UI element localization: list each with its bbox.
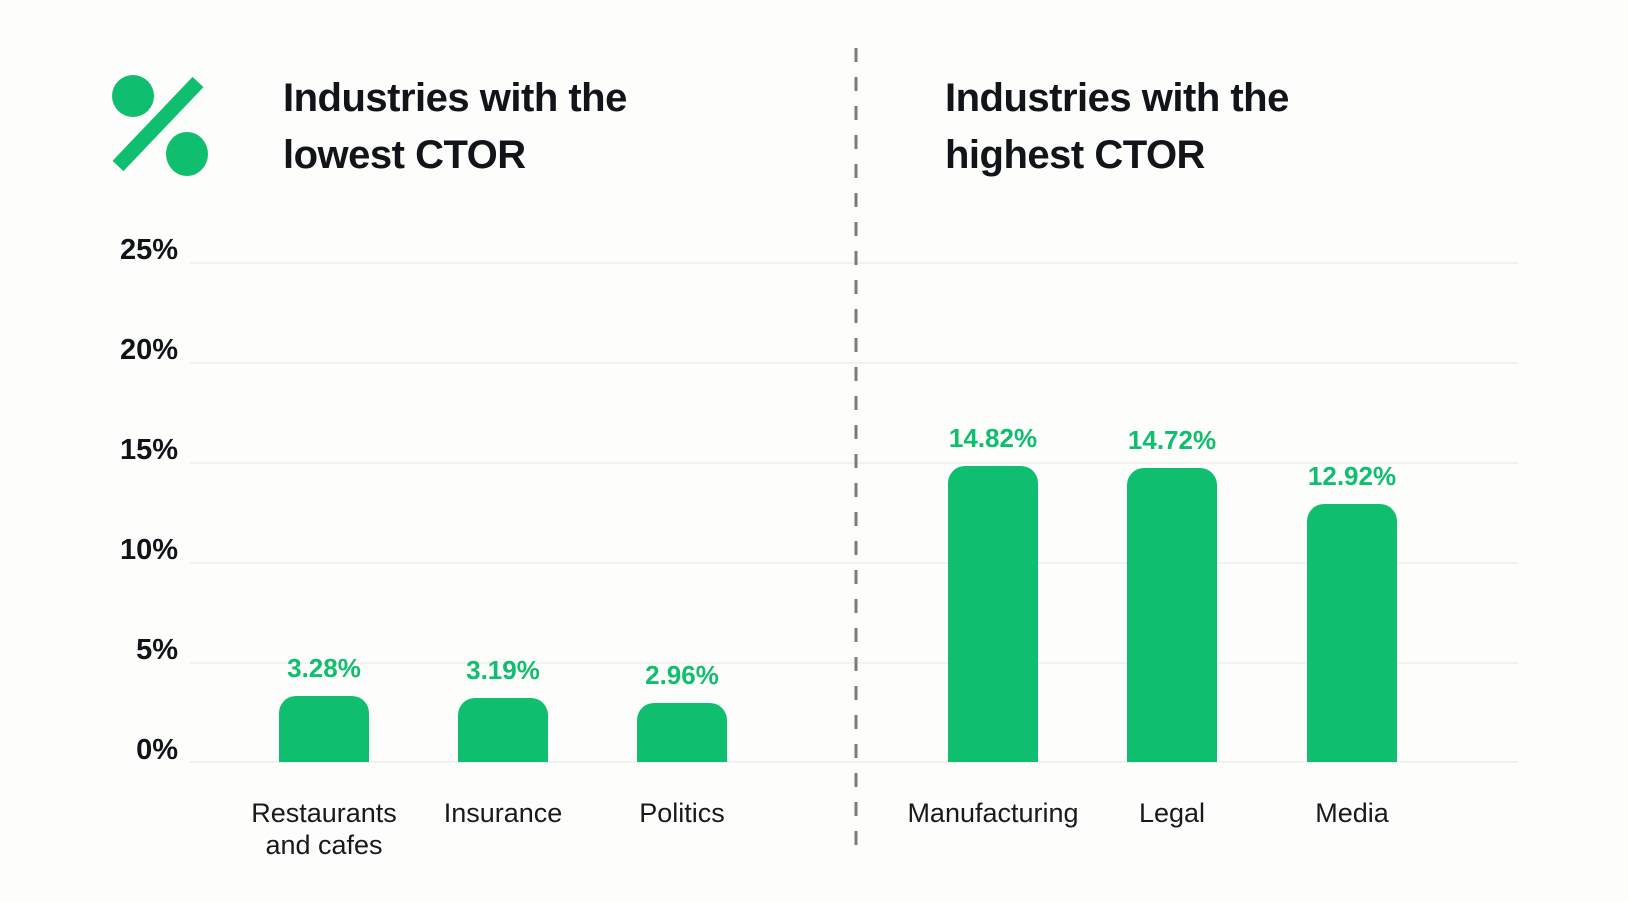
bar-value-label: 12.92% [1307, 461, 1397, 491]
bar-insurance [458, 698, 548, 762]
bar-group-legal: 14.72% [1127, 425, 1217, 762]
category-label-politics: Politics [639, 798, 725, 828]
bar-group-politics: 2.96% [637, 660, 727, 762]
plot-area: 3.28% 3.19% 2.96% 14.82% 14.72% 12.92% [190, 262, 1518, 763]
category-label-manufacturing: Manufacturing [907, 798, 1079, 828]
bar-value-label: 2.96% [645, 660, 719, 690]
bar-group-insurance: 3.19% [458, 655, 548, 762]
y-tick-label-5: 5% [136, 634, 178, 666]
bar-manufacturing [948, 466, 1038, 762]
category-label-media: Media [1315, 798, 1389, 828]
gridline-20 [190, 362, 1518, 364]
bar-politics [637, 703, 727, 762]
bar-group-restaurants-and-cafes: 3.28% [279, 653, 369, 762]
y-tick-label-10: 10% [119, 534, 178, 566]
bar-value-label: 3.19% [466, 655, 540, 685]
y-tick-label-20: 20% [119, 334, 178, 366]
bar-value-label: 14.72% [1127, 425, 1217, 455]
y-tick-label-25: 25% [119, 234, 178, 266]
y-tick-label-0: 0% [136, 734, 178, 766]
gridline-5 [190, 662, 1518, 664]
gridline-0 [190, 761, 1518, 763]
gridline-25 [190, 262, 1518, 264]
category-label-legal: Legal [1138, 798, 1206, 828]
y-axis: 25% 20% 15% 10% 5% 0% [60, 234, 178, 766]
bar-value-label: 14.82% [948, 423, 1038, 453]
bar-value-label: 3.28% [287, 653, 361, 683]
right-chart-title: Industries with the highest CTOR [945, 76, 1289, 177]
category-label-insurance: Insurance [443, 798, 563, 828]
bar-group-manufacturing: 14.82% [948, 423, 1038, 762]
bar-legal [1127, 468, 1217, 762]
gridline-10 [190, 562, 1518, 564]
left-chart-title: Industries with the lowest CTOR [283, 76, 627, 177]
bar-restaurants-and-cafes [279, 696, 369, 762]
percent-icon [112, 75, 208, 176]
gridline-15 [190, 462, 1518, 464]
bar-group-media: 12.92% [1307, 461, 1397, 762]
panel-divider-dashed-line [854, 48, 858, 850]
y-tick-label-15: 15% [119, 434, 178, 466]
category-label-restaurants-and-cafes: Restaurants and cafes [251, 798, 397, 860]
bar-media [1307, 504, 1397, 762]
